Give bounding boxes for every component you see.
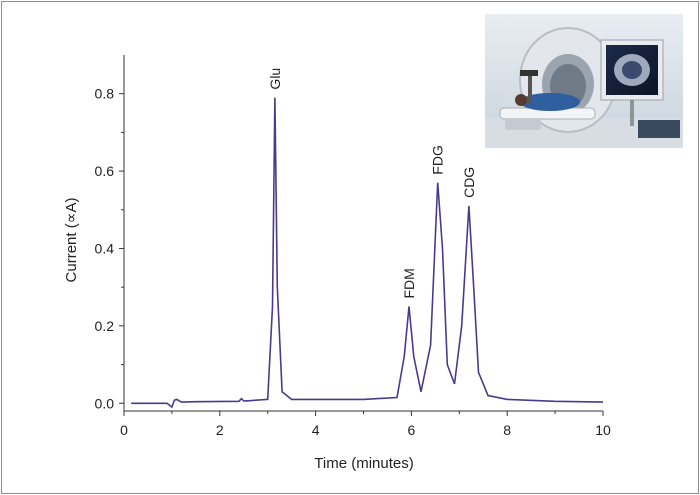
y-tick-label: 0.6: [95, 163, 115, 179]
peak-label: FDM: [401, 268, 417, 298]
peak-label: CDG: [461, 167, 477, 198]
chromatogram-line: [131, 97, 604, 409]
x-tick-label: 2: [216, 422, 224, 438]
peak-label: Glu: [267, 68, 283, 90]
x-axis-title: Time (minutes): [314, 455, 413, 472]
y-tick-label: 0.0: [95, 395, 115, 411]
x-tick-label: 4: [312, 422, 320, 438]
x-tick-label: 10: [595, 422, 611, 438]
x-tick-label: 0: [120, 422, 128, 438]
y-tick-label: 0.4: [95, 240, 115, 256]
peak-label: FDG: [430, 145, 446, 175]
y-tick-label: 0.2: [95, 318, 115, 334]
y-tick-label: 0.8: [95, 86, 115, 102]
y-axis-title: Current (∝A): [63, 198, 80, 283]
x-tick-label: 6: [408, 422, 416, 438]
ct-scanner-photo: [485, 14, 683, 148]
x-tick-label: 8: [503, 422, 511, 438]
